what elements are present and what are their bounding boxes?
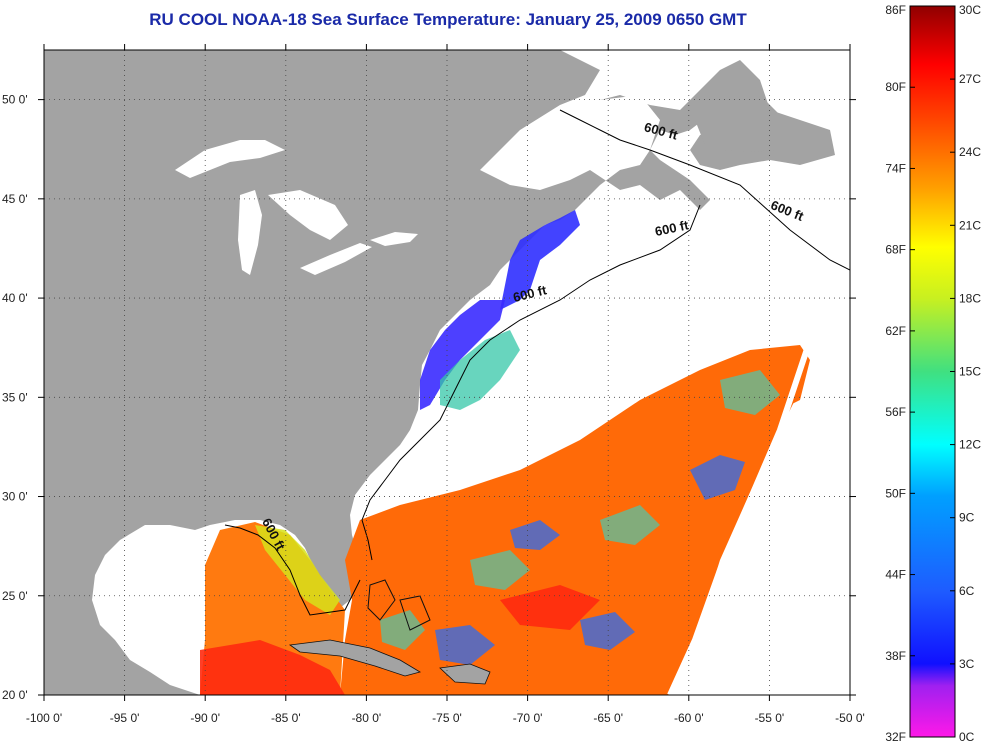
lat-tick-label: 40 0' — [2, 291, 28, 305]
lat-tick-label: 20 0' — [2, 688, 28, 702]
lat-tick-label: 50 0' — [2, 93, 28, 107]
colorbar-f-label: 62F — [885, 324, 906, 338]
lon-tick-label: -65 0' — [593, 711, 623, 725]
contour-label-600ft: 600 ft — [654, 217, 691, 239]
lake-michigan — [238, 190, 262, 275]
colorbar-c-label: 21C — [959, 218, 981, 232]
lon-tick-label: -75 0' — [432, 711, 462, 725]
colorbar-c-label: 6C — [959, 584, 975, 598]
colorbar-fahrenheit-labels: 86F 80F 74F 68F 62F 56F 50F 44F 38F 32F — [885, 3, 915, 744]
lon-tick-label: -85 0' — [271, 711, 301, 725]
colorbar-f-label: 56F — [885, 405, 906, 419]
colorbar-f-label: 32F — [885, 730, 906, 744]
lat-tick-label: 45 0' — [2, 192, 28, 206]
colorbar-celsius-labels: 30C 27C 24C 21C 18C 15C 12C 9C 6C 3C 0C — [950, 3, 981, 744]
sst-swath-gulf-shelf — [255, 525, 340, 615]
colorbar-f-label: 44F — [885, 568, 906, 582]
sst-swath-atlantic-warm — [340, 345, 810, 695]
bahamas-banks — [367, 579, 431, 631]
colorbar-c-label: 3C — [959, 657, 975, 671]
lake-superior — [175, 140, 285, 178]
lat-tick-label: 25 0' — [2, 589, 28, 603]
cuba-land — [288, 639, 422, 677]
colorbar-f-label: 50F — [885, 486, 906, 500]
sst-swath-caribbean-hot — [200, 585, 600, 695]
map-title: RU COOL NOAA-18 Sea Surface Temperature:… — [149, 10, 747, 29]
colorbar-f-label: 80F — [885, 80, 906, 94]
hispaniola-land — [439, 663, 491, 685]
colorbar-c-label: 27C — [959, 72, 981, 86]
colorbar-c-label: 24C — [959, 145, 981, 159]
longitude-axis: -100 0' -95 0' -90 0' -85 0' -80 0' -75 0' -70… — [26, 44, 865, 725]
lon-tick-label: -90 0' — [190, 711, 220, 725]
colorbar-c-label: 12C — [959, 438, 981, 452]
colorbar-f-label: 74F — [885, 161, 906, 175]
lon-tick-label: -60 0' — [674, 711, 704, 725]
colorbar-c-label: 18C — [959, 291, 981, 305]
colorbar-c-label: 30C — [959, 3, 981, 17]
sst-swath-atlantic-mid-patches — [380, 370, 780, 650]
lat-tick-label: 35 0' — [2, 390, 28, 404]
sst-swath-midatlantic-shelf — [440, 330, 520, 410]
colorbar — [909, 5, 956, 738]
lake-erie — [300, 243, 372, 275]
lake-ontario — [370, 232, 418, 246]
swath-edge — [667, 339, 813, 695]
colorbar-f-label: 68F — [885, 243, 906, 257]
colorbar-f-label: 86F — [885, 3, 906, 17]
colorbar-f-label: 38F — [885, 649, 906, 663]
lon-tick-label: -80 0' — [352, 711, 382, 725]
lon-tick-label: -70 0' — [513, 711, 543, 725]
colorbar-c-label: 9C — [959, 511, 975, 525]
lon-tick-label: -95 0' — [110, 711, 140, 725]
shelf-contour-600ft — [224, 109, 850, 616]
lon-tick-label: -55 0' — [755, 711, 785, 725]
sst-swath-gulf-of-maine — [500, 210, 580, 310]
colorbar-c-label: 0C — [959, 730, 975, 744]
newfoundland-land — [695, 90, 790, 152]
sst-swath-atlantic-cool-patches — [435, 455, 745, 665]
lon-tick-label: -100 0' — [26, 711, 62, 725]
latitude-axis: 50 0' 45 0' 40 0' 35 0' 30 0' 25 0' 20 0' — [2, 93, 856, 702]
lat-tick-label: 30 0' — [2, 490, 28, 504]
lon-tick-label: -50 0' — [835, 711, 865, 725]
colorbar-c-label: 15C — [959, 365, 981, 379]
lake-huron — [268, 190, 348, 240]
